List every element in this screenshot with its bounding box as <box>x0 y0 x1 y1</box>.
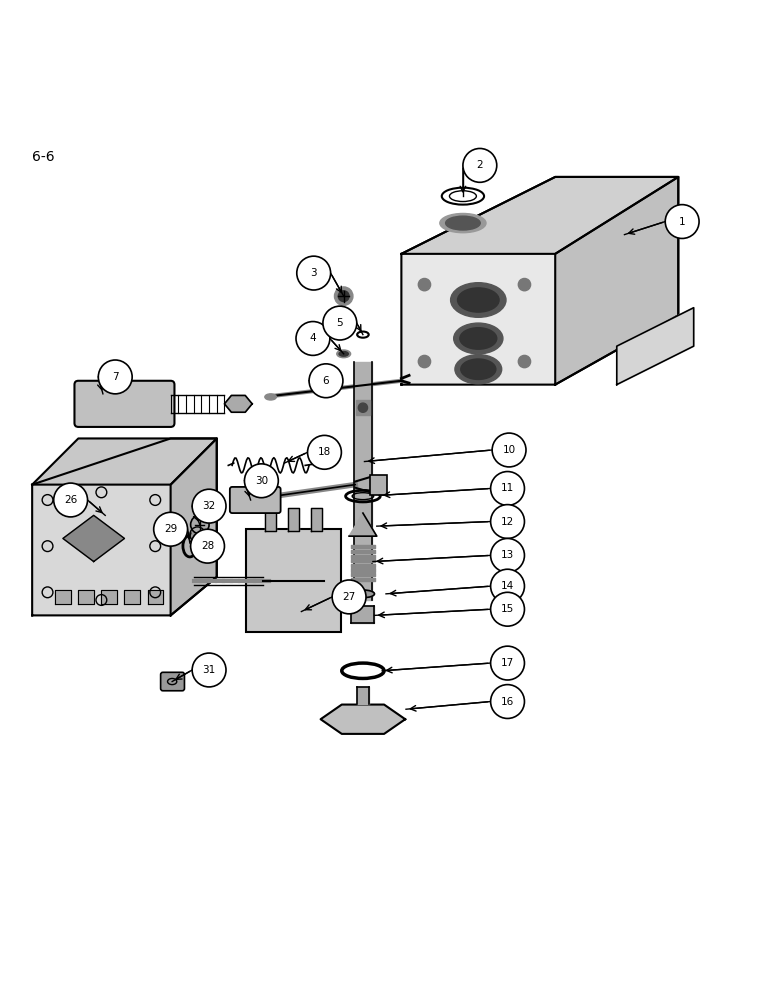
Text: 14: 14 <box>501 581 514 591</box>
Polygon shape <box>320 705 405 734</box>
Polygon shape <box>555 177 679 385</box>
Text: 6: 6 <box>323 376 330 386</box>
Circle shape <box>491 472 524 505</box>
Polygon shape <box>171 438 217 615</box>
Circle shape <box>309 364 343 398</box>
Ellipse shape <box>461 359 496 379</box>
Circle shape <box>54 483 87 517</box>
Text: 6-6: 6-6 <box>32 150 55 164</box>
Ellipse shape <box>451 283 506 317</box>
FancyBboxPatch shape <box>74 381 174 427</box>
Circle shape <box>307 435 341 469</box>
Circle shape <box>491 685 524 718</box>
Text: 4: 4 <box>310 333 317 343</box>
Text: 5: 5 <box>337 318 344 328</box>
Circle shape <box>418 355 431 368</box>
Circle shape <box>491 592 524 626</box>
Text: 7: 7 <box>112 372 119 382</box>
Circle shape <box>332 580 366 614</box>
Text: 2: 2 <box>476 160 483 170</box>
Text: 12: 12 <box>501 517 514 527</box>
FancyBboxPatch shape <box>230 487 280 513</box>
Polygon shape <box>32 438 217 615</box>
Circle shape <box>296 322 330 355</box>
Circle shape <box>418 278 431 291</box>
Ellipse shape <box>440 213 486 233</box>
Text: 31: 31 <box>202 665 215 675</box>
Text: 26: 26 <box>64 495 77 505</box>
Ellipse shape <box>458 288 499 312</box>
Ellipse shape <box>455 355 502 384</box>
FancyBboxPatch shape <box>356 400 370 415</box>
Polygon shape <box>225 395 252 412</box>
Polygon shape <box>401 177 679 385</box>
Ellipse shape <box>339 352 348 356</box>
Circle shape <box>334 287 353 305</box>
Ellipse shape <box>337 350 350 358</box>
FancyBboxPatch shape <box>246 529 341 632</box>
Text: 27: 27 <box>343 592 356 602</box>
Text: 32: 32 <box>202 501 215 511</box>
Circle shape <box>463 148 496 182</box>
Circle shape <box>191 529 225 563</box>
Ellipse shape <box>265 394 276 400</box>
Circle shape <box>491 505 524 538</box>
Circle shape <box>358 403 367 412</box>
Text: 18: 18 <box>318 447 331 457</box>
Text: 3: 3 <box>310 268 317 278</box>
Polygon shape <box>617 308 694 385</box>
Ellipse shape <box>351 590 374 598</box>
Polygon shape <box>63 515 124 562</box>
Circle shape <box>98 360 132 394</box>
Circle shape <box>192 489 226 523</box>
FancyBboxPatch shape <box>370 475 387 495</box>
FancyBboxPatch shape <box>161 672 185 691</box>
Text: 11: 11 <box>501 483 514 493</box>
Polygon shape <box>349 513 377 536</box>
Text: 17: 17 <box>501 658 514 668</box>
Ellipse shape <box>454 323 503 354</box>
Circle shape <box>491 538 524 572</box>
Circle shape <box>323 306 357 340</box>
Circle shape <box>491 646 524 680</box>
Text: 1: 1 <box>679 217 686 227</box>
Text: 10: 10 <box>503 445 516 455</box>
Circle shape <box>191 515 209 534</box>
Circle shape <box>192 653 226 687</box>
Circle shape <box>245 464 279 498</box>
Text: 30: 30 <box>255 476 268 486</box>
Circle shape <box>493 433 526 467</box>
Ellipse shape <box>445 216 480 230</box>
Text: 16: 16 <box>501 697 514 707</box>
Circle shape <box>154 512 188 546</box>
Circle shape <box>665 205 699 238</box>
Polygon shape <box>401 177 679 254</box>
Text: 13: 13 <box>501 550 514 560</box>
Ellipse shape <box>460 328 496 349</box>
Text: 29: 29 <box>164 524 178 534</box>
Circle shape <box>518 278 530 291</box>
Circle shape <box>491 569 524 603</box>
Text: 28: 28 <box>201 541 214 551</box>
Circle shape <box>296 256 330 290</box>
Circle shape <box>190 527 205 542</box>
Circle shape <box>518 355 530 368</box>
Polygon shape <box>32 438 217 485</box>
Text: 15: 15 <box>501 604 514 614</box>
Circle shape <box>338 291 349 302</box>
